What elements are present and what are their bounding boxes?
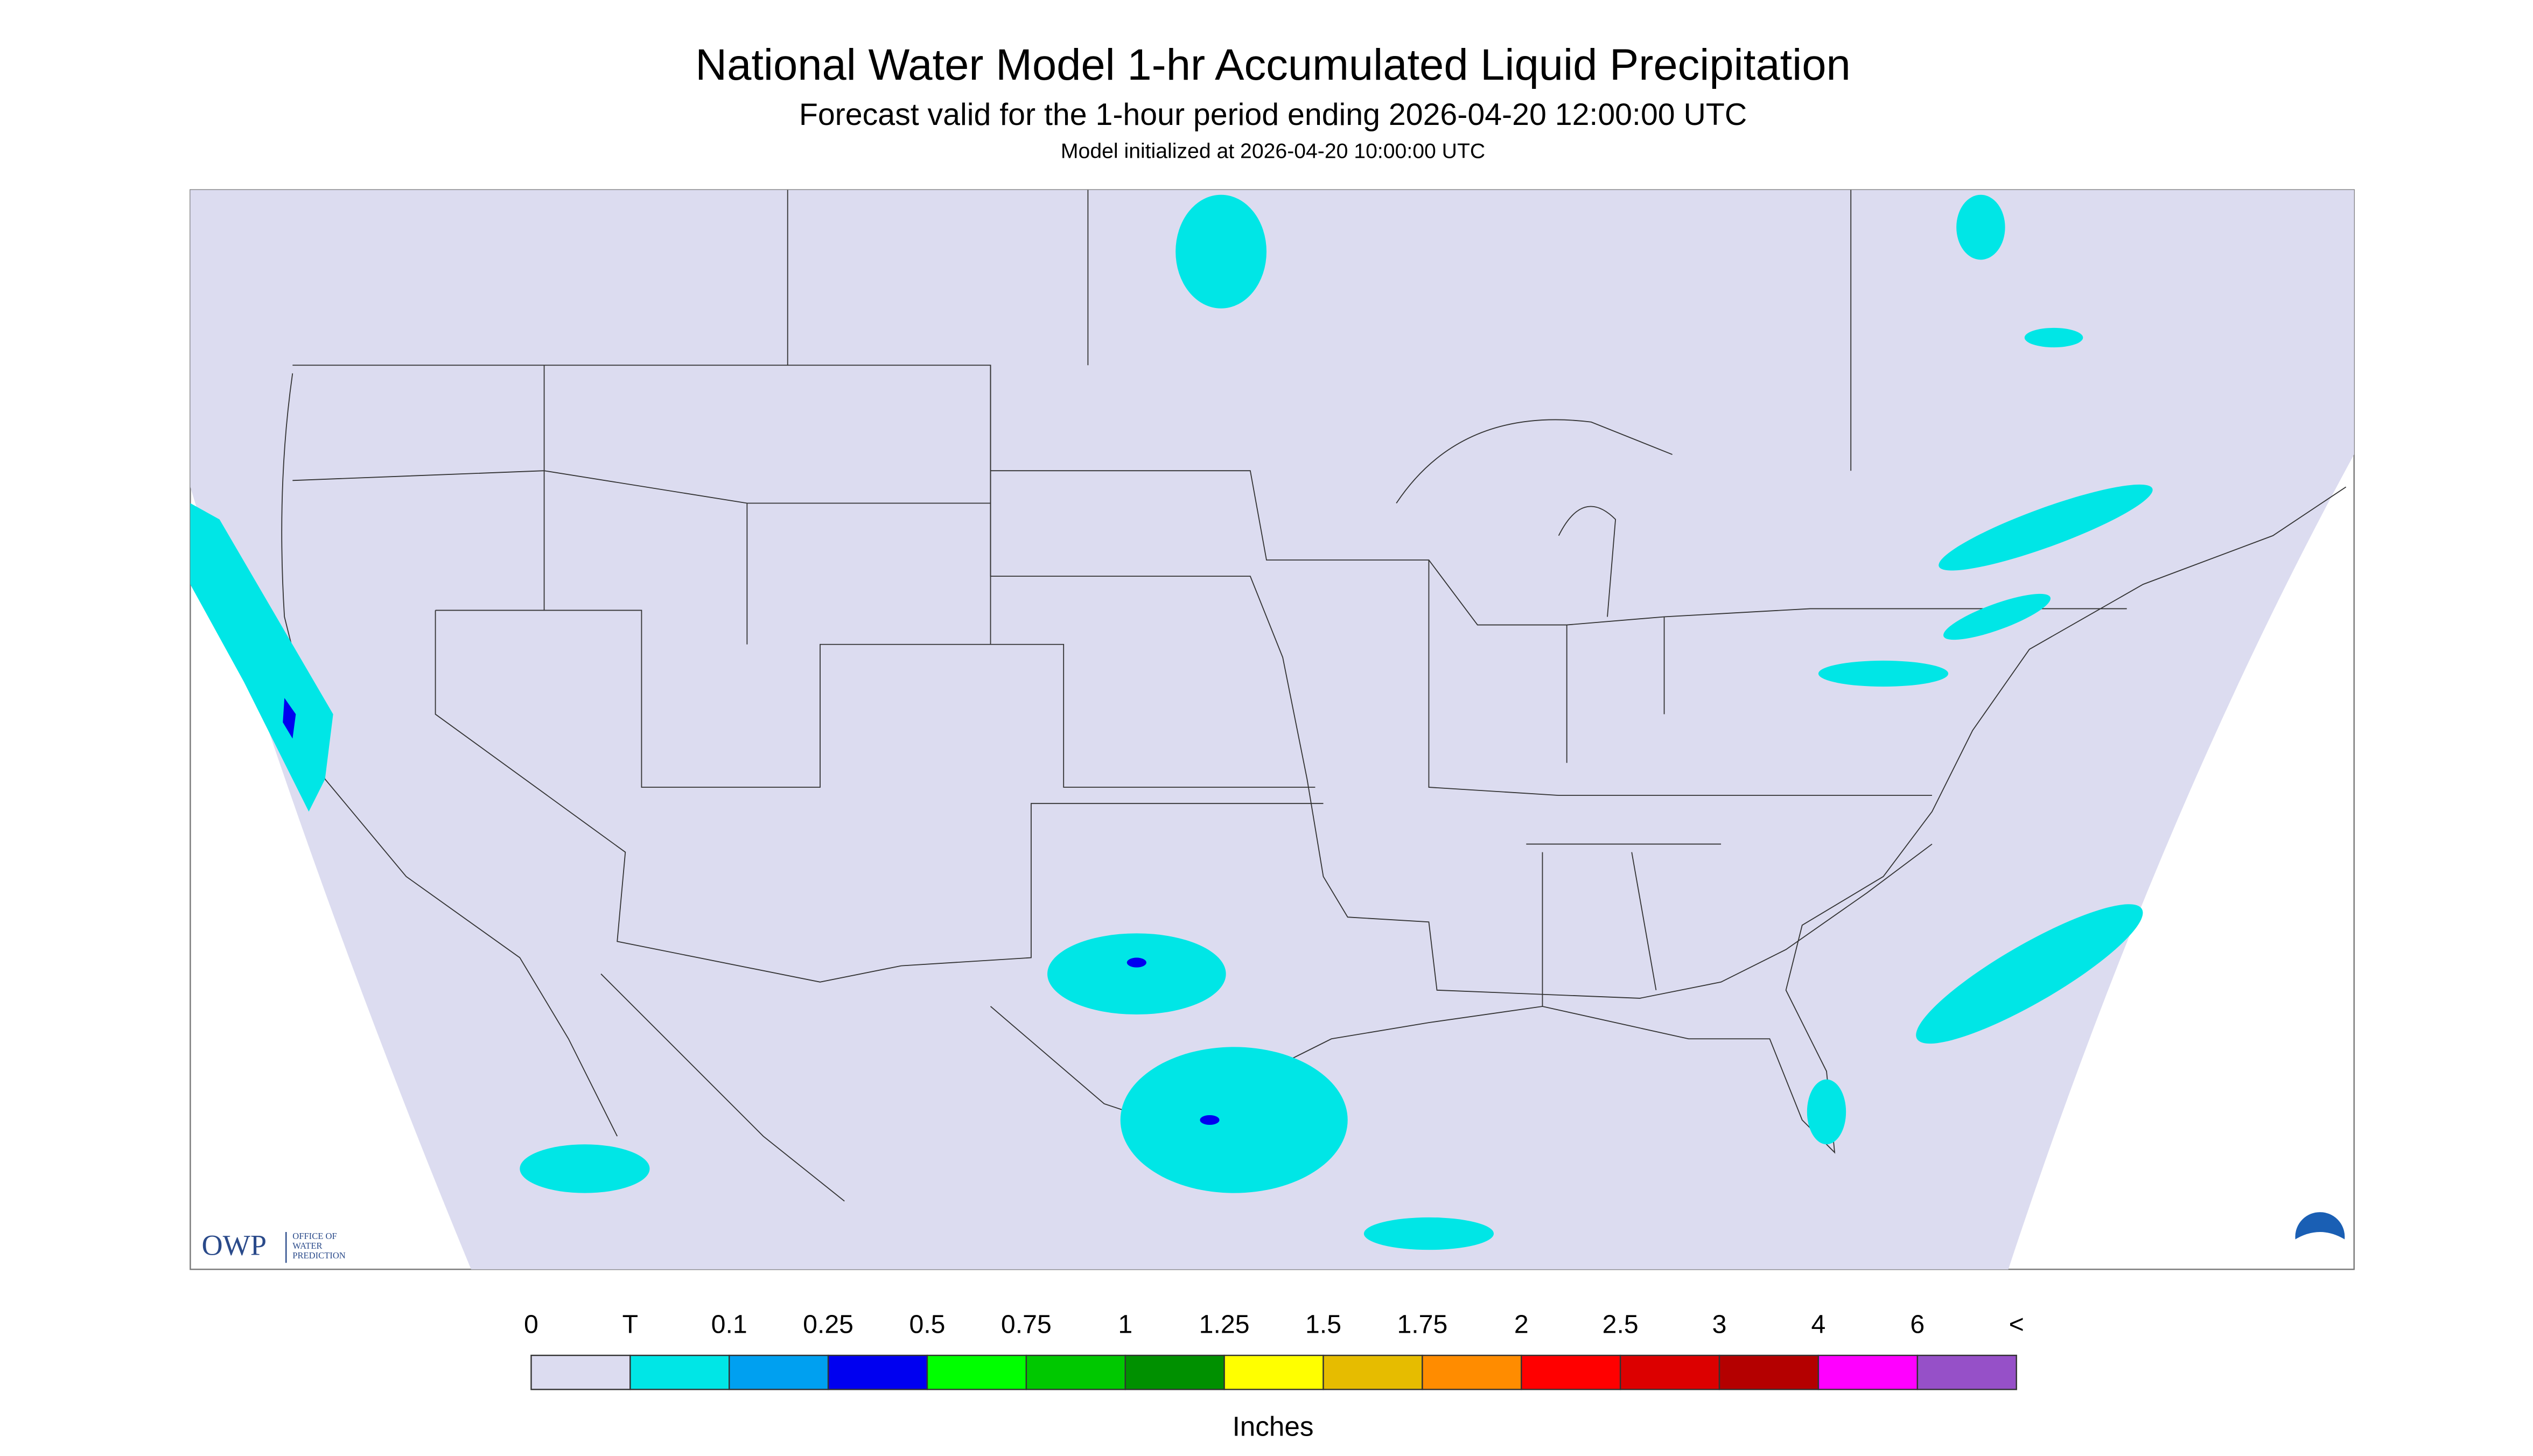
legend-label: 6	[1910, 1310, 1925, 1339]
legend-label: 0	[524, 1310, 538, 1339]
legend-label: 1	[1118, 1310, 1132, 1339]
title: National Water Model 1-hr Accumulated Li…	[695, 40, 1850, 89]
subtitle: Forecast valid for the 1-hour period end…	[799, 97, 1747, 132]
legend-label: 1.75	[1397, 1310, 1447, 1339]
legend-swatch	[629, 1354, 730, 1390]
legend-label: 1.5	[1305, 1310, 1341, 1339]
legend-swatch	[1817, 1354, 1919, 1390]
legend-label: 1.25	[1199, 1310, 1250, 1339]
legend-swatch	[1323, 1354, 1423, 1390]
owp-logo: OWP OFFICE OF WATER PREDICTION	[201, 1229, 346, 1263]
state-borders	[292, 190, 2127, 1006]
legend-label: 0.25	[803, 1310, 853, 1339]
map: OWP OFFICE OF WATER PREDICTION	[190, 189, 2355, 1270]
legend-swatch	[1223, 1354, 1324, 1390]
legend-swatch	[1718, 1354, 1820, 1390]
init-note: Model initialized at 2026-04-20 10:00:00…	[1061, 140, 1485, 163]
logo-acronym: OWP	[201, 1229, 267, 1262]
logo-name-line: PREDICTION	[292, 1250, 345, 1261]
legend-label: T	[622, 1310, 638, 1339]
legend-label: 4	[1811, 1310, 1826, 1339]
legend: 0 T 0.1 0.25 0.5 0.75 1 1.25 1.5 1.75 2 2.5 3 4 6 <	[524, 1310, 2024, 1390]
legend-unit: Inches	[1233, 1411, 1314, 1441]
legend-swatch	[926, 1354, 1027, 1390]
legend-label: 2.5	[1603, 1310, 1639, 1339]
map-domain	[190, 190, 2354, 1270]
logo-name-line: OFFICE OF	[292, 1231, 337, 1241]
legend-label: 0.75	[1001, 1310, 1052, 1339]
legend-swatch	[827, 1354, 928, 1390]
noaa-logo	[2292, 1209, 2347, 1266]
legend-swatch	[1124, 1354, 1225, 1390]
legend-label: 3	[1712, 1310, 1727, 1339]
legend-swatch	[728, 1354, 829, 1390]
legend-label: 0.5	[909, 1310, 945, 1339]
legend-swatch	[1619, 1354, 1720, 1390]
logo-name-line: WATER	[292, 1241, 323, 1251]
legend-label: <	[2009, 1310, 2024, 1339]
legend-swatch	[1521, 1354, 1621, 1390]
legend-swatch	[1916, 1354, 2017, 1390]
legend-swatch	[1422, 1354, 1522, 1390]
precipitation	[190, 194, 2153, 1250]
legend-swatch	[530, 1354, 631, 1390]
legend-label: 2	[1514, 1310, 1529, 1339]
legend-label: 0.1	[711, 1310, 747, 1339]
legend-swatch	[1025, 1354, 1126, 1390]
